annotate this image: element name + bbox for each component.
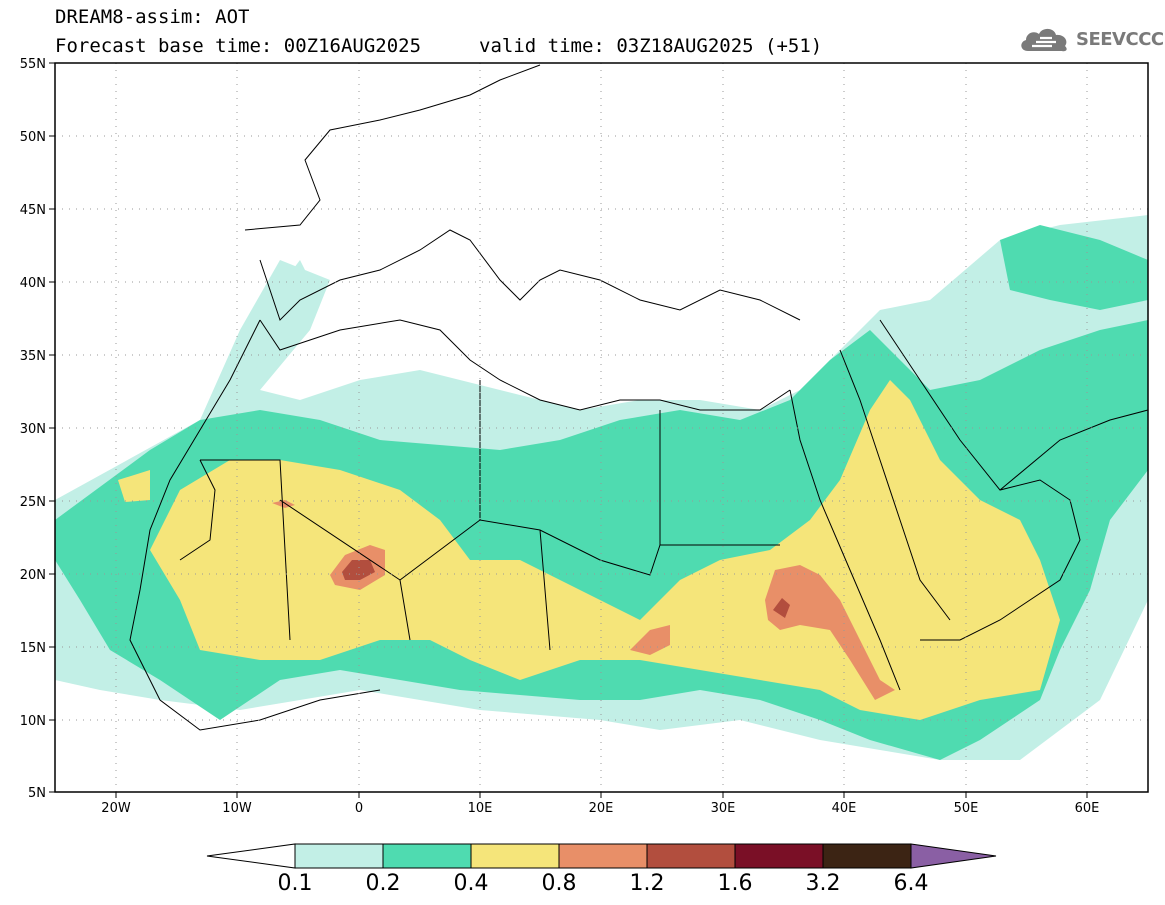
borders-africa: [179, 380, 780, 651]
lat-label: 20N: [20, 568, 46, 583]
colorbar-label: 6.4: [894, 871, 929, 896]
lon-label: 10W: [222, 801, 252, 816]
lat-label: 15N: [20, 641, 46, 656]
colorbar-label: 1.6: [718, 871, 753, 896]
colorbar: [206, 843, 997, 869]
valid-time: valid time: 03Z18AUG2025 (+51): [479, 35, 823, 57]
colorbar-swatch: [734, 843, 824, 869]
colorbar-label: 0.8: [542, 871, 577, 896]
aot-field-0.2-caspian: [1000, 225, 1148, 310]
coast-africa-west: [129, 319, 381, 731]
map-title: DREAM8-assim: AOT: [55, 6, 250, 28]
aot-field-0.4: [150, 380, 1060, 720]
colorbar-label: 0.2: [366, 871, 401, 896]
colorbar-swatch: [382, 843, 472, 869]
colorbar-swatch: [558, 843, 648, 869]
graticule: [55, 63, 1148, 792]
lat-label: 5N: [28, 786, 46, 801]
lat-label: 55N: [20, 57, 46, 72]
coastlines: [129, 64, 1148, 731]
cloud-icon: [1021, 28, 1067, 52]
aot-field-0.8-chad: [630, 625, 670, 655]
aot-field-0.1-spain: [230, 260, 310, 370]
logo-text: SEEVCCC: [1076, 28, 1164, 50]
coast-africa-north: [259, 319, 791, 411]
lon-label: 20W: [101, 801, 131, 816]
time-info: Forecast base time: 00Z16AUG2025 valid ti…: [55, 35, 822, 57]
lat-label: 30N: [20, 422, 46, 437]
coast-arabia: [879, 319, 1148, 641]
lon-label: 20E: [589, 801, 614, 816]
seevccc-logo: SEEVCCC: [1018, 24, 1164, 54]
lon-label: 50E: [954, 801, 979, 816]
lon-label: 0: [355, 801, 363, 816]
colorbar-label: 0.1: [278, 871, 313, 896]
coast-red-sea: [789, 349, 951, 691]
lon-label: 30E: [711, 801, 736, 816]
tick-marks: [49, 62, 1088, 798]
aot-field-1.2-mali: [342, 560, 375, 580]
aot-field-1.2-sudan: [773, 598, 790, 618]
lat-label: 40N: [20, 276, 46, 291]
forecast-base-time: Forecast base time: 00Z16AUG2025: [55, 35, 422, 57]
colorbar-labels: 0.1 0.2 0.4 0.8 1.2 1.6 3.2 6.4: [278, 871, 929, 896]
lat-axis-labels: 55N 50N 45N 40N 35N 30N 25N 20N 15N 10N …: [20, 57, 46, 801]
colorbar-label: 0.4: [454, 871, 489, 896]
colorbar-high-arrow: [910, 843, 997, 869]
colorbar-label: 1.2: [630, 871, 665, 896]
lat-label: 10N: [20, 714, 46, 729]
lon-label: 10E: [468, 801, 493, 816]
aot-field-0.8-sudan: [765, 565, 895, 700]
aot-contours: [55, 215, 1148, 760]
aot-field-0.4-west: [118, 470, 150, 502]
lon-label: 60E: [1075, 801, 1100, 816]
colorbar-swatch: [294, 843, 384, 869]
lat-label: 45N: [20, 203, 46, 218]
lat-label: 25N: [20, 495, 46, 510]
lat-label: 35N: [20, 349, 46, 364]
lon-axis-labels: 20W 10W 0 10E 20E 30E 40E 50E 60E: [101, 801, 1099, 816]
colorbar-swatch: [646, 843, 736, 869]
colorbar-label: 3.2: [806, 871, 841, 896]
coast-europe: [244, 64, 801, 321]
lon-label: 40E: [832, 801, 857, 816]
colorbar-low-arrow: [206, 843, 296, 869]
lat-label: 50N: [20, 130, 46, 145]
colorbar-swatch: [470, 843, 560, 869]
colorbar-swatch: [822, 843, 912, 869]
